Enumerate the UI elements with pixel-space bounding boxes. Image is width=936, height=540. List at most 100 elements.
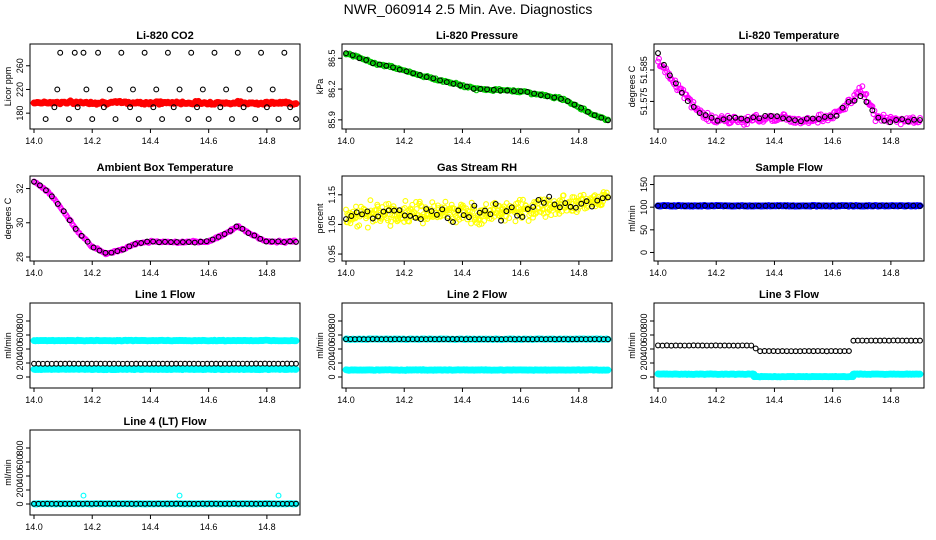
y-tick-label: 0	[327, 374, 337, 379]
chart-panel-3: Li-820 Temperature degrees C 14.0 14.2 14.4 1…	[627, 30, 925, 146]
x-tick-label: 14.0	[337, 395, 355, 405]
data-point	[917, 115, 923, 121]
plot-frame	[341, 175, 613, 262]
data-point	[263, 238, 270, 245]
data-point	[890, 202, 897, 209]
data-point	[287, 238, 293, 245]
data-point	[176, 86, 183, 93]
data-point	[292, 337, 300, 345]
data-point	[562, 200, 569, 207]
data-point	[281, 239, 288, 245]
data-point	[762, 202, 769, 209]
data-point	[275, 238, 282, 245]
data-point	[780, 115, 786, 122]
series-black	[655, 202, 923, 209]
data-point	[875, 114, 882, 121]
data-point	[591, 112, 598, 119]
plot-frame	[29, 302, 301, 389]
data-point	[164, 49, 171, 56]
data-point	[696, 110, 703, 116]
series-blue	[654, 201, 924, 210]
x-tick-label: 14.4	[142, 522, 160, 532]
data-point	[293, 360, 299, 367]
x-tick-label: 14.8	[882, 395, 900, 405]
data-point	[54, 86, 61, 93]
data-point	[903, 202, 910, 209]
data-point	[524, 88, 531, 95]
data-point	[599, 195, 606, 202]
data-point	[188, 49, 195, 56]
data-point	[482, 207, 488, 214]
data-point	[605, 336, 611, 343]
y-tick-label: 400	[327, 341, 337, 356]
data-point	[353, 209, 360, 216]
series-cyan-circles	[80, 492, 282, 499]
x-tick-label: 14.4	[142, 268, 160, 278]
x-tick-label: 14.0	[649, 395, 667, 405]
data-point	[917, 117, 923, 123]
y-tick-label: 0	[15, 374, 25, 379]
series-green	[343, 50, 611, 124]
data-point	[535, 196, 542, 203]
data-point	[410, 70, 417, 77]
x-tick-label: 14.6	[200, 136, 218, 146]
chart-panel-4: Ambient Box Temperature degrees C 14.0 14.2…	[3, 162, 301, 278]
data-point	[234, 49, 241, 56]
y-tick-label: 28	[15, 252, 25, 262]
data-point	[715, 202, 722, 209]
y-tick-label: 400	[15, 468, 25, 483]
data-point	[589, 203, 595, 210]
data-point	[504, 87, 511, 94]
data-point	[870, 202, 876, 209]
data-point	[263, 104, 270, 111]
data-point	[383, 201, 389, 208]
y-axis-label: ml/min	[3, 459, 13, 486]
data-point	[376, 61, 383, 68]
data-point	[755, 202, 762, 209]
data-point	[120, 246, 127, 253]
data-point	[517, 88, 524, 95]
data-point	[385, 200, 392, 207]
y-tick-label: 51.575	[639, 88, 649, 116]
plot-frame	[341, 43, 613, 130]
series-black	[343, 193, 611, 226]
y-tick-label: 180	[15, 106, 25, 121]
data-point	[239, 225, 246, 232]
plot-frame	[29, 429, 301, 516]
data-point	[678, 89, 685, 96]
data-point	[413, 206, 420, 212]
data-point	[343, 216, 349, 223]
data-point	[430, 75, 437, 82]
data-point	[512, 218, 519, 225]
y-tick-label: 800	[15, 313, 25, 328]
data-point	[916, 370, 924, 378]
x-tick-label: 14.0	[25, 136, 43, 146]
data-point	[756, 115, 763, 122]
data-point	[275, 116, 282, 123]
data-point	[375, 213, 382, 220]
series-black	[655, 337, 923, 355]
data-point	[893, 117, 900, 123]
data-point	[245, 230, 252, 236]
panel-title: Line 3 Flow	[759, 289, 819, 301]
x-tick-label: 14.2	[707, 136, 725, 146]
data-point	[455, 207, 462, 214]
data-point	[722, 202, 729, 209]
series-red	[30, 97, 300, 108]
y-tick-label: 86.2	[327, 80, 337, 98]
data-point	[567, 203, 574, 210]
data-point	[293, 238, 299, 245]
data-point	[417, 216, 424, 223]
data-point	[380, 208, 387, 215]
data-point	[822, 202, 829, 209]
data-point	[484, 86, 491, 93]
data-point	[560, 192, 567, 199]
data-point	[168, 239, 174, 245]
data-point	[856, 84, 863, 91]
panel-title: Li-820 Pressure	[436, 30, 518, 42]
data-point	[343, 50, 349, 57]
data-point	[396, 66, 403, 73]
data-point	[383, 62, 390, 69]
data-point	[880, 111, 887, 118]
data-point	[205, 116, 212, 123]
